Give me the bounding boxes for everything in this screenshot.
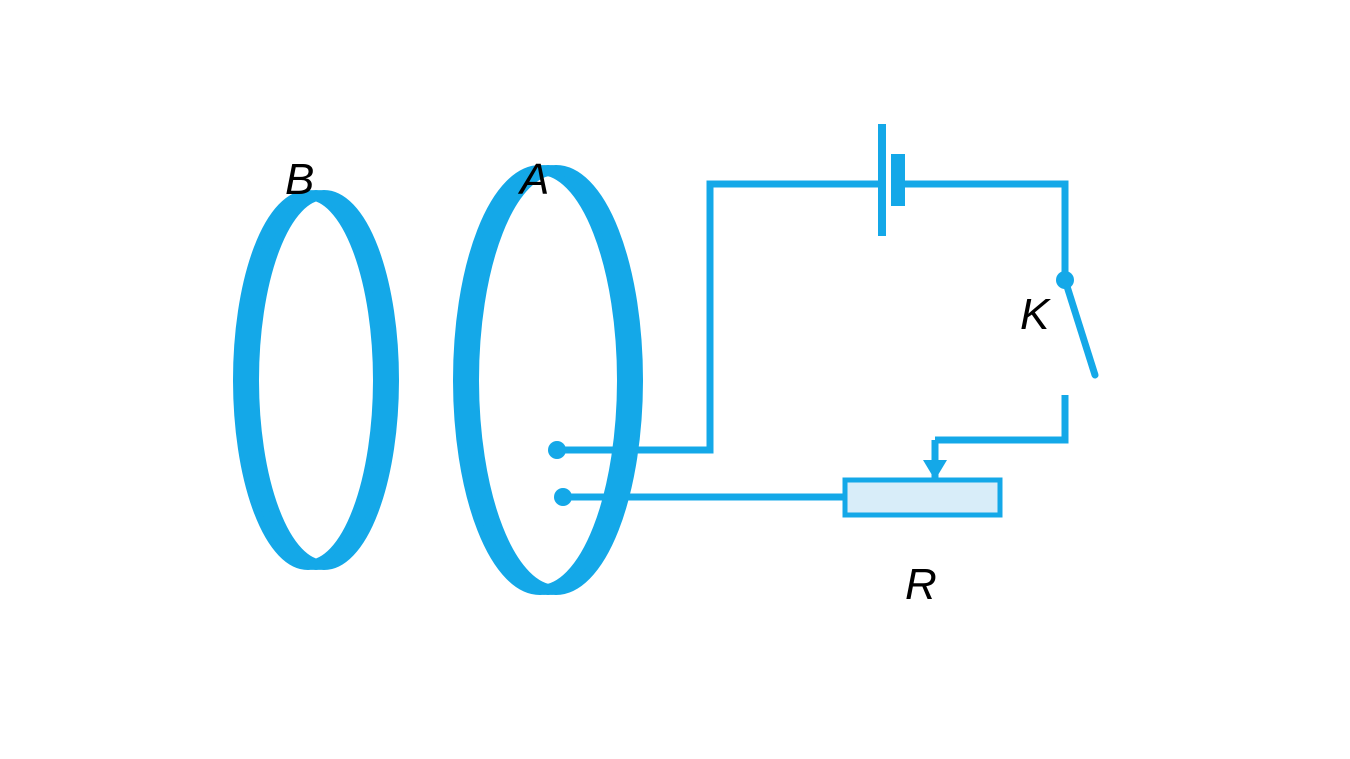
coil-b-label: B <box>285 155 314 205</box>
coil-a-label: A <box>520 155 549 205</box>
circuit-diagram <box>0 0 1350 759</box>
switch-label: K <box>1020 290 1049 340</box>
rheostat-label: R <box>905 560 937 610</box>
